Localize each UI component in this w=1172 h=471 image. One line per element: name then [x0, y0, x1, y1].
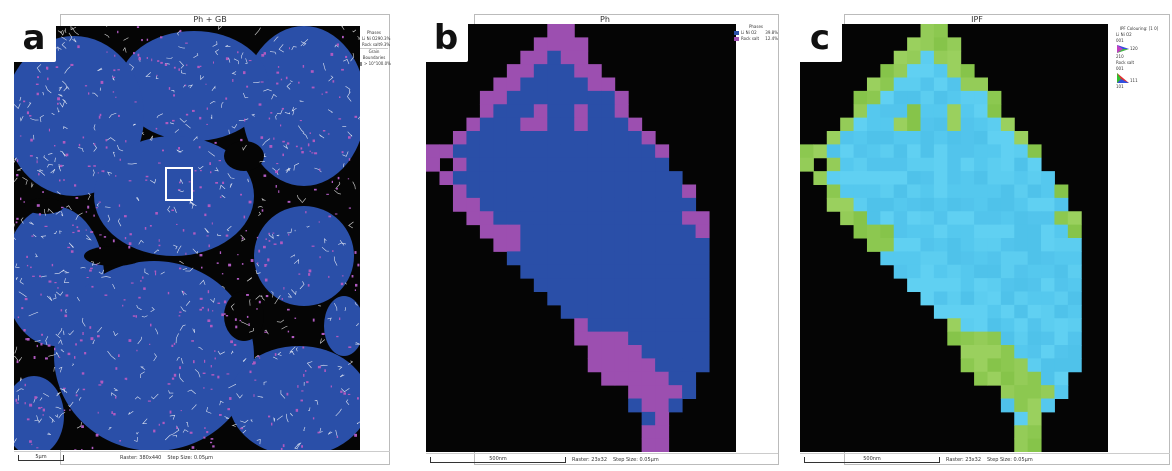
panel-b-statusbar: 500nm Raster: 23x32 Step Size: 0.05µm: [426, 453, 778, 465]
raster-text: Raster: 23x32: [572, 456, 607, 463]
ipf-key-1: 120: [1110, 44, 1168, 54]
panel-c-title: IPF: [971, 15, 983, 24]
scale-label: 5µm: [35, 453, 47, 460]
legend-label: Rock salt: [741, 36, 760, 41]
panel-c-legend: IPF Colouring: [1 0] Li Ni O2 001 120 21…: [1110, 26, 1168, 90]
ipf-phase2-name: Rock salt: [1116, 60, 1135, 65]
step-text: Step Size: 0.05µm: [613, 456, 659, 463]
legend-heading: Phases: [748, 24, 764, 29]
zoom-region-box: [165, 167, 193, 201]
gb-swatch: [360, 62, 362, 66]
gb-label: > 10°: [364, 61, 376, 66]
panel-letter-a: a: [12, 18, 56, 62]
ipf-phase2-label-top: 001: [1116, 66, 1124, 71]
gb-heading: Grain Boundaries: [360, 48, 388, 61]
phase-gb-map: [14, 26, 360, 450]
ipf-map: [800, 24, 1108, 452]
ipf-phase1-name: Li Ni O2: [1116, 32, 1132, 37]
step-text: Step Size: 0.05µm: [987, 456, 1033, 463]
panel-a-statusbar: 5µm Raster: 380x440 Step Size: 0.05µm: [14, 451, 390, 463]
legend-swatch: [734, 37, 739, 41]
legend-swatch: [734, 31, 739, 35]
legend-label: Li Ni O2: [362, 36, 378, 41]
legend-row: Li Ni O2 90.3%: [360, 36, 391, 42]
phase-map: [426, 24, 736, 452]
legend-value: 39.8%: [765, 30, 778, 35]
scale-label: 500nm: [863, 455, 881, 462]
gb-value: 100.0%: [375, 61, 391, 66]
raster-text: Raster: 380x440: [120, 454, 162, 461]
legend-heading: Phases: [366, 30, 382, 35]
legend-row: Rock salt 9.3%: [360, 42, 391, 48]
scale-bar: 500nm: [430, 455, 566, 463]
legend-label: Li Ni O2: [741, 30, 757, 35]
panel-a: Ph + GB Phases Li N: [0, 0, 391, 471]
panel-c: IPF IPF Colouring: [1 0] Li Ni O2 001 12…: [790, 0, 1172, 471]
legend-value: 12.4%: [765, 36, 778, 41]
raster-text: Raster: 23x32: [946, 456, 981, 463]
legend-value: 90.3%: [377, 36, 391, 41]
panel-b-legend: Phases Li Ni O2 39.8% Rock salt 12.4%: [734, 24, 778, 42]
ipf-phase2-label-right: 111: [1130, 78, 1138, 83]
panel-b-map: [426, 24, 736, 452]
step-text: Step Size: 0.05µm: [167, 454, 214, 461]
gb-row: > 10° 100.0%: [360, 61, 391, 67]
ipf-phase1-label-top: 001: [1116, 38, 1124, 43]
panel-c-statusbar: 500nm Raster: 23x32 Step Size: 0.05µm: [800, 453, 1170, 465]
panel-c-map: [800, 24, 1108, 452]
ipf-triangle-icon: [1117, 73, 1129, 83]
ipf-triangle-icon: [1117, 45, 1129, 53]
ipf-key-2: 111: [1110, 72, 1168, 84]
panel-a-legend: Phases Li Ni O2 90.3% Rock salt 9.3% Gra…: [360, 30, 391, 67]
legend-label: Rock salt: [362, 42, 381, 47]
ipf-phase1-label-bottom: 210: [1116, 54, 1124, 59]
legend-value: 9.3%: [380, 42, 391, 47]
scale-bar: 5µm: [18, 453, 64, 461]
panel-b-title: Ph: [600, 15, 610, 24]
ipf-heading: IPF Colouring: [1 0]: [1119, 26, 1159, 31]
scale-bar: 500nm: [804, 455, 940, 463]
ipf-phase1-label-right: 120: [1130, 46, 1138, 51]
scale-label: 500nm: [489, 455, 507, 462]
legend-row: Rock salt 12.4%: [734, 36, 778, 42]
ipf-phase2-label-bottom: 101: [1116, 84, 1124, 89]
panel-letter-b: b: [424, 18, 468, 62]
panel-a-title: Ph + GB: [193, 15, 227, 24]
panel-letter-c: c: [798, 18, 842, 62]
legend-row: Li Ni O2 39.8%: [734, 30, 778, 36]
panel-a-map: [14, 26, 360, 450]
panel-b: Ph Phases Li Ni O2 39.8% Rock salt 12.4%…: [400, 0, 780, 471]
